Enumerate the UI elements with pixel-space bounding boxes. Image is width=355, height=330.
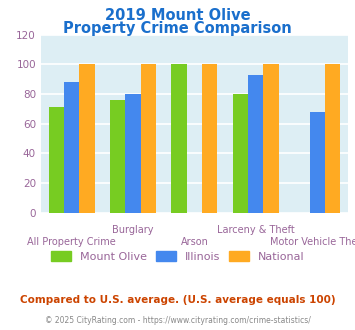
Text: © 2025 CityRating.com - https://www.cityrating.com/crime-statistics/: © 2025 CityRating.com - https://www.city… bbox=[45, 316, 310, 325]
Bar bbox=[248, 75, 263, 213]
Text: All Property Crime: All Property Crime bbox=[27, 237, 116, 247]
Text: Property Crime Comparison: Property Crime Comparison bbox=[63, 21, 292, 36]
Text: Motor Vehicle Theft: Motor Vehicle Theft bbox=[270, 237, 355, 247]
Text: Arson: Arson bbox=[180, 237, 208, 247]
Bar bbox=[49, 108, 64, 213]
Text: Compared to U.S. average. (U.S. average equals 100): Compared to U.S. average. (U.S. average … bbox=[20, 295, 335, 305]
Text: 2019 Mount Olive: 2019 Mount Olive bbox=[105, 8, 250, 23]
Text: Larceny & Theft: Larceny & Theft bbox=[217, 225, 295, 235]
Bar bbox=[110, 100, 125, 213]
Text: Burglary: Burglary bbox=[112, 225, 154, 235]
Bar bbox=[125, 94, 141, 213]
Bar bbox=[79, 64, 94, 213]
Bar bbox=[171, 64, 187, 213]
Bar bbox=[263, 64, 279, 213]
Bar bbox=[233, 94, 248, 213]
Legend: Mount Olive, Illinois, National: Mount Olive, Illinois, National bbox=[47, 247, 308, 267]
Bar bbox=[141, 64, 156, 213]
Bar bbox=[325, 64, 340, 213]
Bar bbox=[202, 64, 217, 213]
Bar bbox=[64, 82, 79, 213]
Bar bbox=[310, 112, 325, 213]
